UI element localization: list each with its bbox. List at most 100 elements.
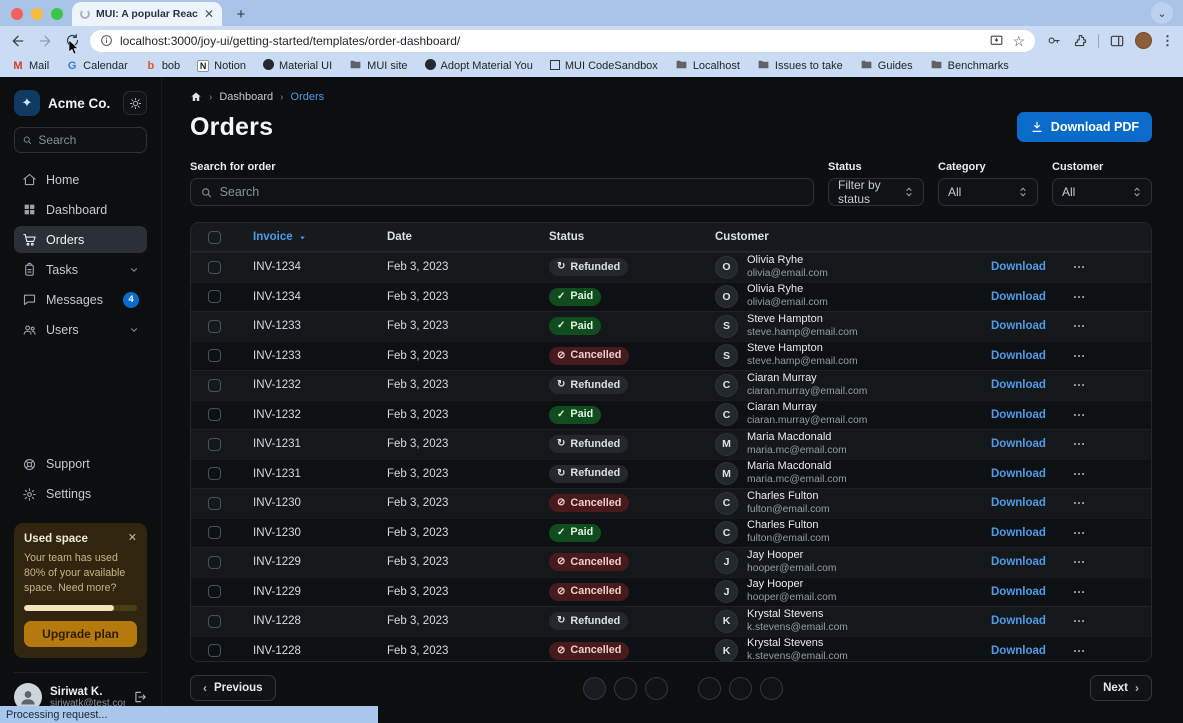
page-button[interactable] <box>697 676 721 700</box>
tab-overview-button[interactable]: ⌄ <box>1151 2 1173 24</box>
row-menu-button[interactable] <box>1072 349 1086 363</box>
bookmark-guides[interactable]: Guides <box>860 58 913 74</box>
bookmark-calendar[interactable]: G Calendar <box>66 60 128 72</box>
row-menu-button[interactable] <box>1072 319 1086 333</box>
back-button[interactable] <box>9 32 27 50</box>
upgrade-plan-button[interactable]: Upgrade plan <box>24 621 137 647</box>
order-search-field[interactable] <box>190 178 814 206</box>
download-link[interactable]: Download <box>991 290 1046 303</box>
address-bar[interactable]: localhost:3000/joy-ui/getting-started/te… <box>90 29 1035 52</box>
sidebar-item-settings[interactable]: Settings <box>14 481 147 508</box>
page-button[interactable] <box>728 676 752 700</box>
invoice-column-header[interactable]: Invoice <box>237 231 371 243</box>
customer-filter-select[interactable]: All <box>1052 178 1152 206</box>
row-checkbox[interactable] <box>207 408 221 422</box>
bookmark-localhost[interactable]: Localhost <box>675 58 740 74</box>
bookmark-mail[interactable]: M Mail <box>12 60 49 72</box>
bookmark-issues-to-take[interactable]: Issues to take <box>757 58 843 74</box>
forward-button[interactable] <box>36 32 54 50</box>
row-checkbox[interactable] <box>207 555 221 569</box>
download-link[interactable]: Download <box>991 556 1046 569</box>
sidebar-item-messages[interactable]: Messages 4 <box>14 286 147 313</box>
row-checkbox[interactable] <box>207 378 221 392</box>
download-link[interactable]: Download <box>991 467 1046 480</box>
row-checkbox[interactable] <box>207 290 221 304</box>
download-link[interactable]: Download <box>991 585 1046 598</box>
row-checkbox[interactable] <box>207 585 221 599</box>
bookmark-adopt-material-you[interactable]: Adopt Material You <box>424 59 533 73</box>
bookmark-material-ui[interactable]: Material UI <box>262 59 332 73</box>
site-info-icon[interactable] <box>100 34 113 47</box>
download-link[interactable]: Download <box>991 497 1046 510</box>
bookmark-mui-codesandbox[interactable]: MUI CodeSandbox <box>549 59 658 73</box>
download-link[interactable]: Download <box>991 320 1046 333</box>
window-close-button[interactable] <box>11 8 23 20</box>
brand-logo-icon[interactable]: ✦ <box>14 90 40 116</box>
sidebar-item-tasks[interactable]: Tasks <box>14 256 147 283</box>
row-menu-button[interactable] <box>1072 644 1086 658</box>
download-link[interactable]: Download <box>991 438 1046 451</box>
row-checkbox[interactable] <box>207 349 221 363</box>
extensions-icon[interactable] <box>1071 32 1089 50</box>
page-button[interactable] <box>644 676 668 700</box>
reload-button[interactable] <box>63 32 81 54</box>
theme-toggle-button[interactable] <box>123 91 147 115</box>
page-button[interactable] <box>759 676 783 700</box>
bookmark-notion[interactable]: N Notion <box>197 60 246 72</box>
row-menu-button[interactable] <box>1072 467 1086 481</box>
window-zoom-button[interactable] <box>51 8 63 20</box>
row-checkbox[interactable] <box>207 467 221 481</box>
row-checkbox[interactable] <box>207 496 221 510</box>
row-menu-button[interactable] <box>1072 290 1086 304</box>
sidebar-item-orders[interactable]: Orders <box>14 226 147 253</box>
window-minimize-button[interactable] <box>31 8 43 20</box>
order-search-input[interactable] <box>219 185 804 199</box>
status-filter-select[interactable]: Filter by status <box>828 178 924 206</box>
row-checkbox[interactable] <box>207 319 221 333</box>
next-page-button[interactable]: Next › <box>1090 675 1152 701</box>
page-button[interactable] <box>613 676 637 700</box>
row-menu-button[interactable] <box>1072 378 1086 392</box>
browser-tab[interactable]: MUI: A popular React UI fram ✕ <box>72 2 222 26</box>
browser-profile-avatar[interactable] <box>1135 32 1152 49</box>
row-menu-button[interactable] <box>1072 496 1086 510</box>
previous-page-button[interactable]: ‹ Previous <box>190 675 276 701</box>
close-icon[interactable]: ✕ <box>127 532 137 545</box>
row-menu-button[interactable] <box>1072 408 1086 422</box>
category-filter-select[interactable]: All <box>938 178 1038 206</box>
tab-close-icon[interactable]: ✕ <box>203 7 214 21</box>
row-menu-button[interactable] <box>1072 555 1086 569</box>
sidebar-item-dashboard[interactable]: Dashboard <box>14 196 147 223</box>
row-checkbox[interactable] <box>207 644 221 658</box>
row-menu-button[interactable] <box>1072 585 1086 599</box>
row-checkbox[interactable] <box>207 260 221 274</box>
side-panel-icon[interactable] <box>1108 32 1126 50</box>
new-tab-button[interactable]: + <box>236 5 246 23</box>
row-checkbox[interactable] <box>207 437 221 451</box>
sidebar-item-home[interactable]: Home <box>14 166 147 193</box>
select-all-checkbox[interactable] <box>207 230 221 244</box>
download-link[interactable]: Download <box>991 615 1046 628</box>
download-pdf-button[interactable]: Download PDF <box>1016 112 1152 142</box>
password-manager-icon[interactable] <box>1044 32 1062 50</box>
download-link[interactable]: Download <box>991 526 1046 539</box>
sidebar-item-support[interactable]: Support <box>14 451 147 478</box>
bookmark-mui-site[interactable]: MUI site <box>349 58 408 74</box>
row-menu-button[interactable] <box>1072 614 1086 628</box>
download-link[interactable]: Download <box>991 408 1046 421</box>
download-link[interactable]: Download <box>991 644 1046 657</box>
bookmark-star-icon[interactable]: ☆ <box>1012 32 1025 49</box>
bookmark-benchmarks[interactable]: Benchmarks <box>930 58 1009 74</box>
sidebar-search-input[interactable] <box>38 133 139 147</box>
row-checkbox[interactable] <box>207 614 221 628</box>
browser-menu-icon[interactable]: ⋮ <box>1161 32 1174 48</box>
bookmark-bob[interactable]: b bob <box>145 60 180 72</box>
sidebar-search[interactable] <box>14 127 147 153</box>
page-button[interactable] <box>582 676 606 700</box>
download-link[interactable]: Download <box>991 261 1046 274</box>
logout-icon[interactable] <box>133 690 147 704</box>
row-menu-button[interactable] <box>1072 526 1086 540</box>
download-link[interactable]: Download <box>991 349 1046 362</box>
sidebar-item-users[interactable]: Users <box>14 316 147 343</box>
row-checkbox[interactable] <box>207 526 221 540</box>
